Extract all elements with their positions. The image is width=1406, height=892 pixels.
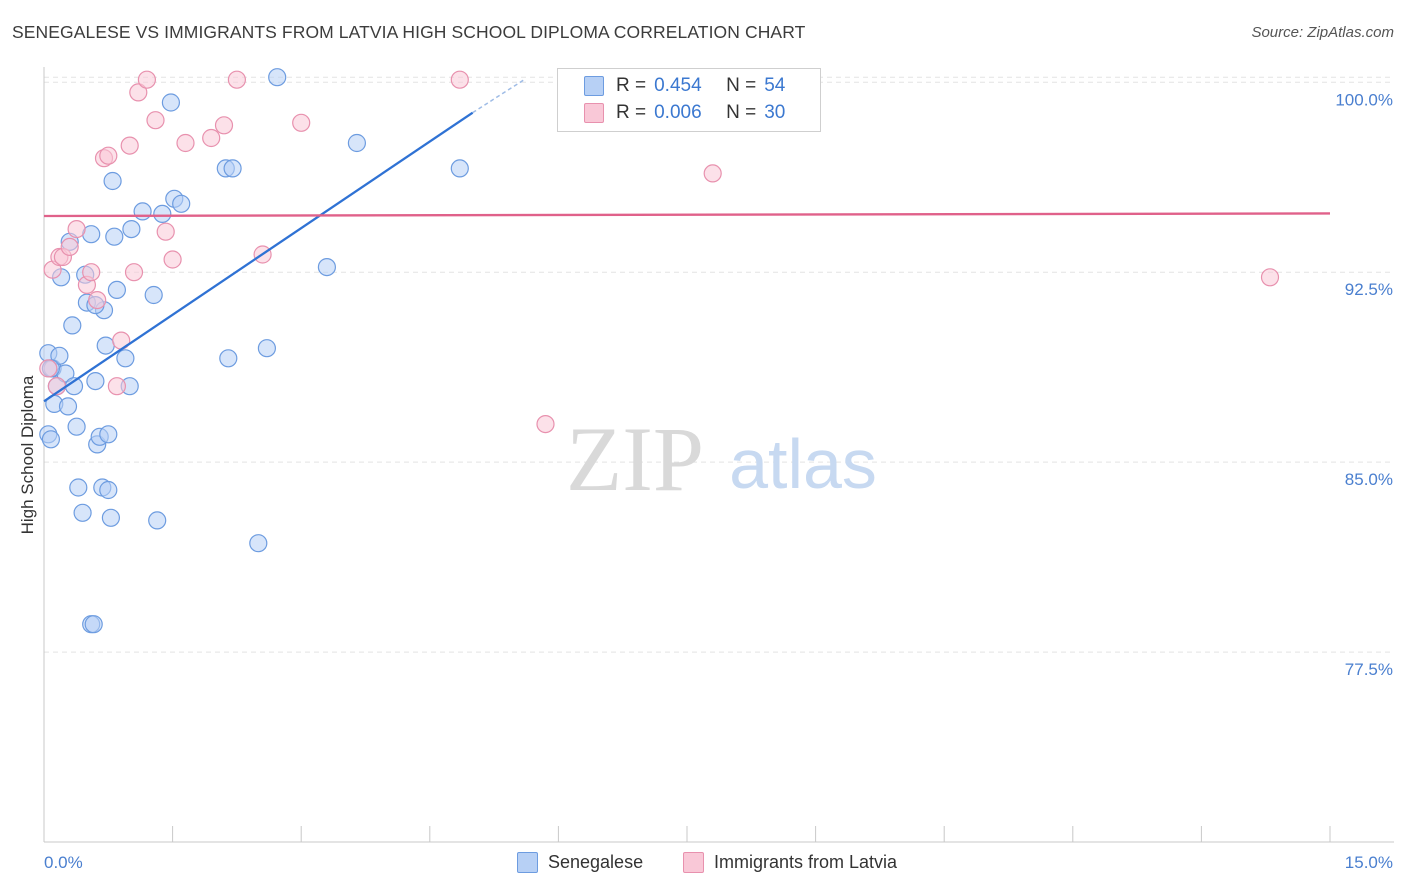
latvia-trend-line bbox=[43, 212, 1331, 218]
senegalese-point bbox=[96, 336, 115, 355]
senegalese-point bbox=[268, 68, 287, 87]
latvia-point bbox=[88, 291, 107, 310]
senegalese-point bbox=[219, 349, 238, 368]
y-tick-label: 100.0% bbox=[1335, 90, 1393, 109]
latvia-point bbox=[214, 116, 234, 135]
senegalese-point bbox=[161, 93, 180, 112]
chart-title: SENEGALESE VS IMMIGRANTS FROM LATVIA HIG… bbox=[12, 22, 806, 42]
watermark: ZIP atlas bbox=[566, 408, 877, 510]
legend-r-value: 0.454 bbox=[654, 75, 702, 96]
bottom-legend-senegalese: Senegalese bbox=[517, 852, 643, 873]
senegalese-point bbox=[63, 316, 82, 335]
latvia-point bbox=[227, 70, 246, 89]
senegalese-point bbox=[50, 346, 69, 365]
latvia-point bbox=[107, 377, 127, 396]
legend-row-senegalese: R = 0.454 N = 54 bbox=[584, 74, 785, 98]
latvia-point bbox=[176, 133, 195, 153]
latvia-point bbox=[39, 359, 58, 378]
axes bbox=[43, 67, 1394, 843]
latvia-point bbox=[129, 83, 148, 102]
x-tick-label-max: 15.0% bbox=[1344, 853, 1393, 872]
senegalese-point bbox=[73, 503, 92, 522]
bottom-legend-label: Immigrants from Latvia bbox=[714, 852, 898, 872]
legend-n-label: N = bbox=[726, 75, 757, 96]
senegalese-point bbox=[144, 285, 163, 305]
senegalese-point bbox=[257, 339, 276, 358]
senegalese-trend-line bbox=[43, 111, 474, 403]
x-tick-label-min: 0.0% bbox=[44, 853, 83, 872]
senegalese-point bbox=[86, 372, 105, 391]
senegalese-point bbox=[58, 397, 78, 416]
trend-lines bbox=[43, 79, 1331, 403]
senegalese-point bbox=[103, 171, 122, 191]
stats-legend: R = 0.454 N = 54 R = 0.006 N = 30 bbox=[557, 68, 821, 132]
y-tick-labels: 77.5% 85.0% 92.5% 100.0% bbox=[1335, 90, 1393, 679]
latvia-point bbox=[703, 164, 722, 183]
latvia-point bbox=[120, 136, 139, 155]
latvia-point bbox=[99, 146, 118, 165]
legend-n-label: N = bbox=[726, 102, 757, 123]
legend-row-latvia: R = 0.006 N = 30 bbox=[584, 101, 785, 125]
bottom-legend-swatch-blue bbox=[517, 852, 538, 873]
senegalese-point bbox=[223, 159, 242, 178]
legend-r-value: 0.006 bbox=[654, 102, 702, 123]
senegalese-point bbox=[67, 417, 86, 436]
senegalese-point bbox=[116, 349, 135, 368]
senegalese-point bbox=[148, 511, 167, 530]
senegalese-point bbox=[107, 280, 127, 299]
senegalese-point bbox=[133, 202, 152, 221]
senegalese-point bbox=[99, 425, 118, 444]
senegalese-point bbox=[69, 478, 88, 497]
senegalese-point bbox=[99, 480, 118, 500]
bottom-legend-swatch-pink bbox=[683, 852, 704, 873]
senegalese-point bbox=[172, 194, 191, 213]
senegalese-point bbox=[84, 615, 103, 634]
y-tick-label: 85.0% bbox=[1345, 470, 1393, 489]
watermark-atlas: atlas bbox=[729, 425, 877, 503]
latvia-point bbox=[137, 70, 156, 89]
senegalese-point bbox=[347, 133, 366, 153]
legend-swatch-pink bbox=[584, 103, 604, 123]
senegalese-point bbox=[122, 220, 141, 239]
legend-swatch-blue bbox=[584, 76, 604, 96]
y-tick-label: 92.5% bbox=[1345, 280, 1393, 299]
senegalese-point bbox=[101, 508, 121, 527]
senegalese-point bbox=[153, 204, 172, 223]
latvia-point bbox=[67, 220, 86, 239]
latvia-point bbox=[163, 250, 182, 269]
source-label: Source: ZipAtlas.com bbox=[1251, 24, 1394, 41]
senegalese-point bbox=[450, 159, 469, 178]
latvia-point bbox=[124, 263, 144, 282]
bottom-legend-label: Senegalese bbox=[548, 852, 644, 872]
latvia-point bbox=[292, 113, 311, 132]
watermark-zip: ZIP bbox=[566, 408, 704, 510]
latvia-point bbox=[82, 263, 101, 282]
y-tick-label: 77.5% bbox=[1345, 660, 1393, 679]
latvia-point bbox=[156, 222, 175, 241]
data-points bbox=[39, 68, 1280, 634]
legend-r-label: R = bbox=[616, 102, 647, 123]
latvia-point bbox=[450, 70, 469, 89]
grid-lines bbox=[44, 76, 1394, 653]
senegalese-point bbox=[317, 258, 336, 277]
latvia-point bbox=[536, 415, 555, 434]
legend-n-value: 30 bbox=[764, 102, 786, 123]
latvia-point bbox=[202, 128, 221, 148]
latvia-point bbox=[146, 111, 165, 130]
legend-n-value: 54 bbox=[764, 75, 786, 96]
latvia-point bbox=[1260, 268, 1280, 287]
senegalese-point bbox=[41, 430, 61, 449]
latvia-point bbox=[60, 237, 79, 256]
bottom-legend-latvia: Immigrants from Latvia bbox=[683, 852, 897, 873]
senegalese-point bbox=[249, 534, 268, 553]
senegalese-trend-extension bbox=[472, 79, 525, 114]
legend-r-label: R = bbox=[616, 75, 647, 96]
senegalese-point bbox=[105, 227, 124, 246]
